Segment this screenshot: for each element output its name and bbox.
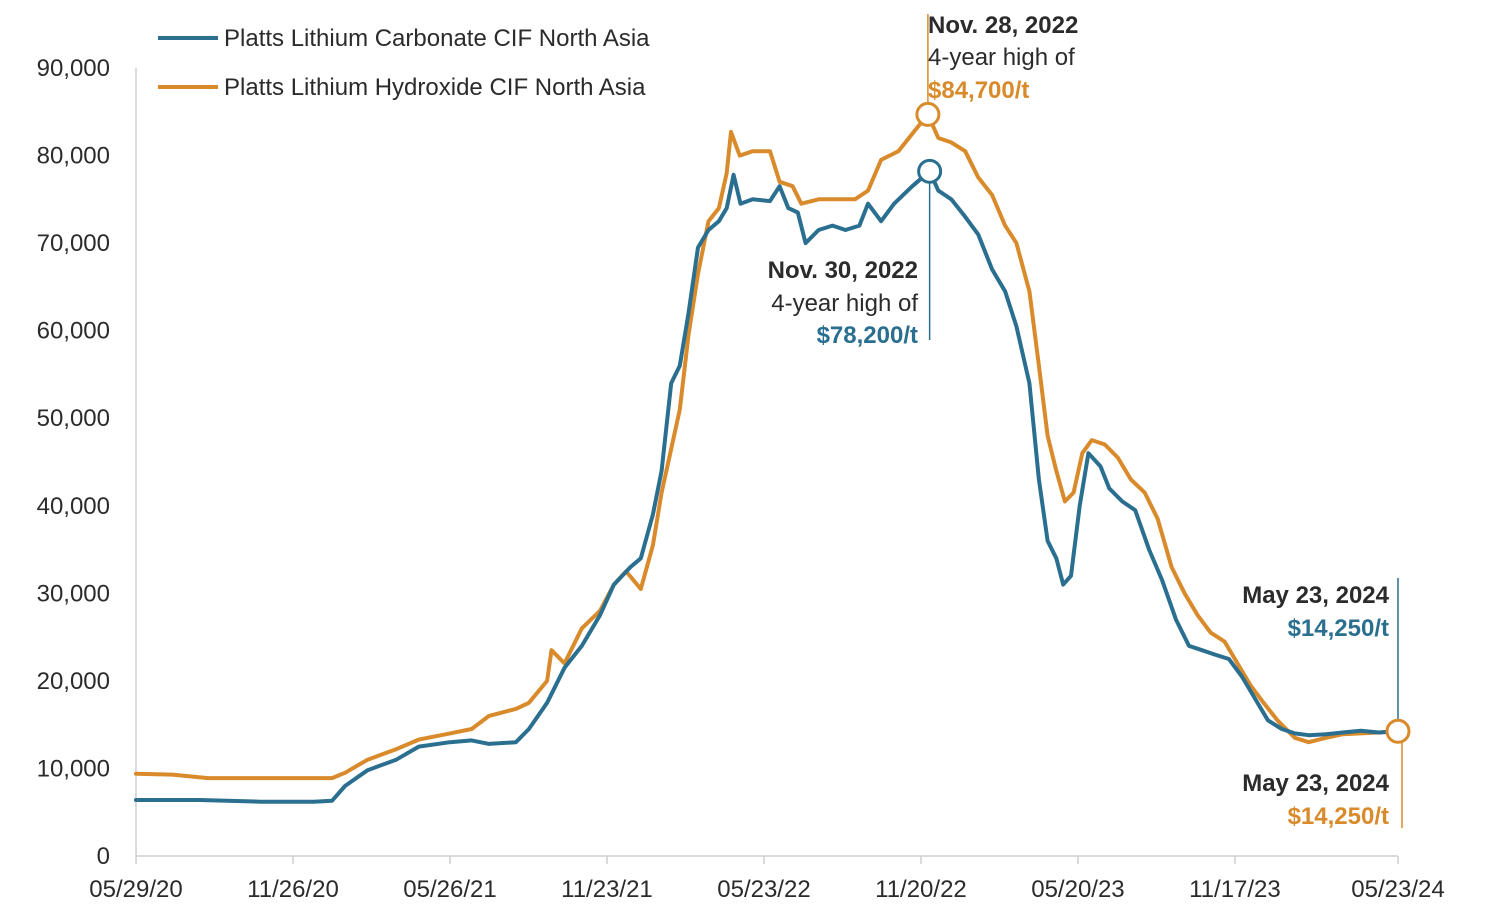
annotation-hydroxide-peak-value: $84,700/t: [928, 77, 1029, 104]
x-tick-label: 05/20/23: [1031, 876, 1124, 903]
annotation-latest-marker: [1385, 718, 1411, 744]
annotation-carbonate-peak: Nov. 30, 2022 4-year high of $78,200/t: [768, 158, 943, 349]
y-tick-label: 50,000: [37, 405, 110, 432]
axes: 0 10,000 20,000 30,000 40,000 50,000 60,000 70,…: [37, 55, 1445, 903]
x-tick-label: 05/26/21: [403, 876, 496, 903]
y-tick-label: 20,000: [37, 668, 110, 695]
y-tick-label: 40,000: [37, 493, 110, 520]
annotation-carbonate-peak-date: Nov. 30, 2022: [768, 257, 918, 284]
annotation-carbonate-peak-value: $78,200/t: [817, 322, 918, 349]
annotation-carbonate-peak-marker: [917, 158, 943, 184]
x-tick-label: 05/23/24: [1351, 876, 1444, 903]
x-tick-label: 11/17/23: [1189, 876, 1281, 903]
annotation-carbonate-latest: May 23, 2024 $14,250/t: [1242, 578, 1399, 721]
y-tick-label: 60,000: [37, 318, 110, 345]
x-tick-label: 11/20/22: [875, 876, 967, 903]
annotation-layer: Nov. 28, 2022 4-year high of $84,700/t N…: [768, 12, 1411, 830]
series-layer: [134, 112, 1400, 804]
series-line-carbonate: [134, 169, 1400, 804]
y-tick-label: 30,000: [37, 580, 110, 607]
annotation-hydroxide-latest: May 23, 2024 $14,250/t: [1242, 718, 1411, 830]
annotation-hydroxide-peak-date: Nov. 28, 2022: [928, 12, 1078, 39]
legend: Platts Lithium Carbonate CIF North Asia …: [158, 25, 650, 101]
annotation-hydroxide-latest-value: $14,250/t: [1288, 803, 1389, 830]
annotation-carbonate-latest-date: May 23, 2024: [1242, 582, 1389, 609]
series-line-hydroxide: [134, 112, 1400, 781]
x-tick-label: 11/26/20: [247, 876, 339, 903]
annotation-hydroxide-peak-marker: [915, 101, 941, 127]
annotation-carbonate-peak-subtitle: 4-year high of: [771, 290, 918, 317]
legend-label-carbonate: Platts Lithium Carbonate CIF North Asia: [224, 25, 650, 52]
x-tick-label: 05/23/22: [717, 876, 810, 903]
y-tick-label: 70,000: [37, 230, 110, 257]
annotation-hydroxide-peak: Nov. 28, 2022 4-year high of $84,700/t: [915, 12, 1078, 127]
legend-item-carbonate: Platts Lithium Carbonate CIF North Asia: [158, 25, 650, 52]
annotation-hydroxide-latest-date: May 23, 2024: [1242, 770, 1389, 797]
x-tick-label: 11/23/21: [561, 876, 653, 903]
annotation-carbonate-latest-value: $14,250/t: [1288, 615, 1389, 642]
y-tick-label: 80,000: [37, 143, 110, 170]
x-tick-label: 05/29/20: [89, 876, 182, 903]
y-tick-label: 0: [97, 843, 110, 870]
annotation-hydroxide-peak-subtitle: 4-year high of: [928, 44, 1075, 71]
y-tick-label: 90,000: [37, 55, 110, 82]
legend-label-hydroxide: Platts Lithium Hydroxide CIF North Asia: [224, 74, 646, 101]
y-tick-label: 10,000: [37, 755, 110, 782]
legend-item-hydroxide: Platts Lithium Hydroxide CIF North Asia: [158, 74, 646, 101]
